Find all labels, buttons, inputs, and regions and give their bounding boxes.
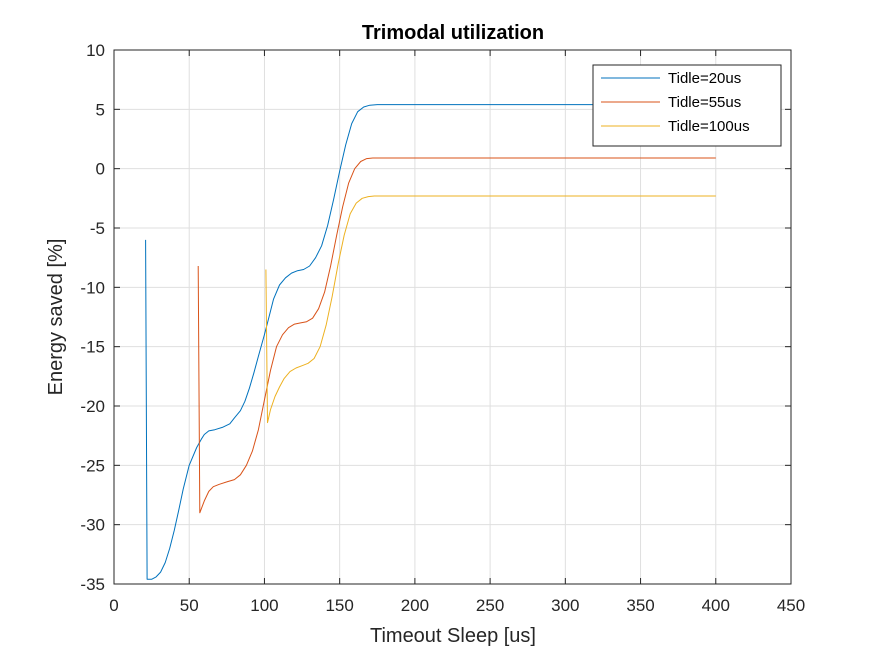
y-tick-label: 10 <box>86 41 105 60</box>
legend-label-3: Tidle=100us <box>668 118 750 135</box>
y-tick-label: -25 <box>80 456 105 475</box>
x-tick-label: 100 <box>250 596 278 615</box>
x-tick-label: 250 <box>476 596 504 615</box>
y-tick-label: -10 <box>80 278 105 297</box>
y-tick-label: -15 <box>80 338 105 357</box>
y-tick-label: 0 <box>96 160 105 179</box>
plot-frame <box>113 49 792 585</box>
x-tick-label: 450 <box>777 596 805 615</box>
x-tick-label: 400 <box>702 596 730 615</box>
x-tick-label: 0 <box>109 596 118 615</box>
x-tick-label: 300 <box>551 596 579 615</box>
legend-label-2: Tidle=55us <box>668 94 741 111</box>
series-line-2 <box>197 157 716 514</box>
x-tick-label: 350 <box>626 596 654 615</box>
x-axis-label: Timeout Sleep [us] <box>370 625 536 647</box>
legend-box <box>592 64 782 147</box>
y-axis-label: Energy saved [%] <box>45 239 67 396</box>
data-series <box>145 104 716 580</box>
y-tick-label: 5 <box>96 100 105 119</box>
y-tick-label: -30 <box>80 516 105 535</box>
legend: Tidle=20us Tidle=55us Tidle=100us <box>592 64 782 147</box>
x-tick-label: 150 <box>325 596 353 615</box>
y-tick-label: -35 <box>80 575 105 594</box>
y-tick-labels: -35 -30 -25 -20 -15 -10 -5 0 5 10 <box>80 41 105 594</box>
x-tick-labels: 0 50 100 150 200 250 300 350 400 450 <box>109 596 805 615</box>
series-line-3 <box>265 195 716 424</box>
x-tick-label: 200 <box>401 596 429 615</box>
legend-label-1: Tidle=20us <box>668 70 741 87</box>
y-tick-label: -5 <box>90 219 105 238</box>
chart-title: Trimodal utilization <box>362 22 544 44</box>
x-tick-label: 50 <box>180 596 199 615</box>
y-tick-label: -20 <box>80 397 105 416</box>
